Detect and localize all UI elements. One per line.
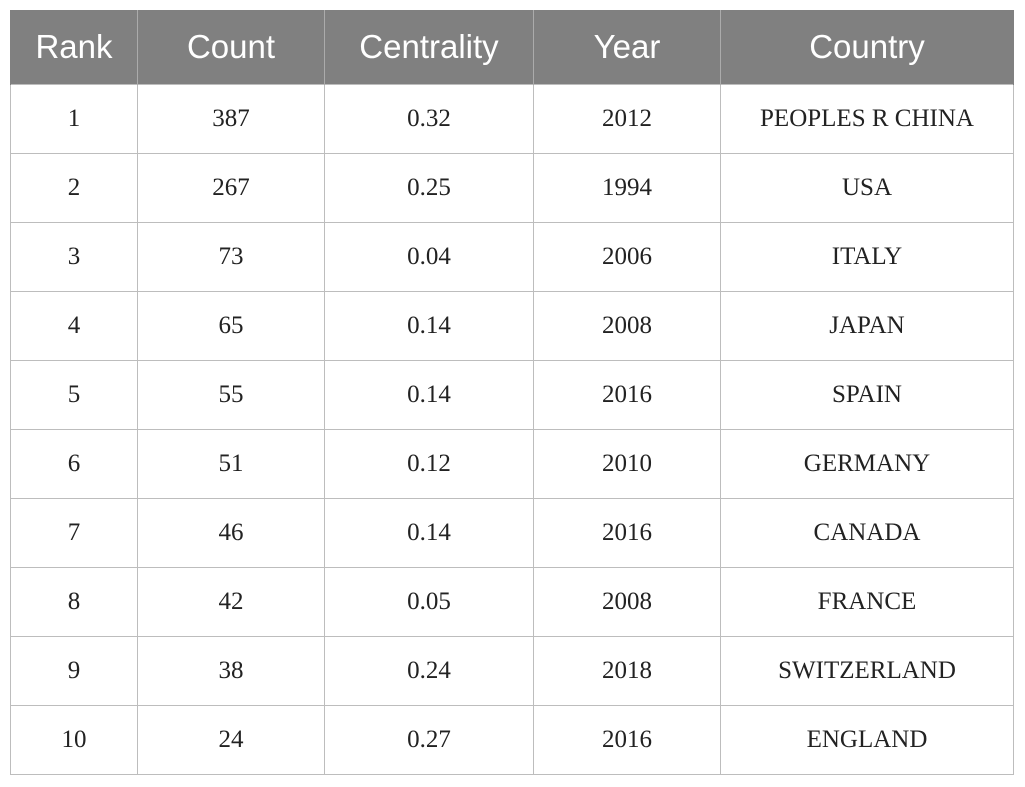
cell-year: 2008 [533,291,721,361]
cell-rank: 4 [10,291,138,361]
country-table-container: Rank Count Centrality Year Country 1 387 0… [10,10,1014,775]
cell-country: PEOPLES R CHINA [720,84,1014,154]
cell-rank: 2 [10,153,138,223]
cell-count: 42 [137,567,325,637]
table-header: Rank Count Centrality Year Country [10,10,1014,85]
cell-year: 2016 [533,360,721,430]
cell-year: 2016 [533,705,721,775]
cell-country: ITALY [720,222,1014,292]
cell-year: 1994 [533,153,721,223]
table-row: 1 387 0.32 2012 PEOPLES R CHINA [10,84,1014,154]
table-row: 2 267 0.25 1994 USA [10,153,1014,223]
cell-rank: 3 [10,222,138,292]
cell-year: 2018 [533,636,721,706]
cell-rank: 6 [10,429,138,499]
cell-country: USA [720,153,1014,223]
cell-count: 55 [137,360,325,430]
cell-country: JAPAN [720,291,1014,361]
cell-year: 2006 [533,222,721,292]
cell-count: 73 [137,222,325,292]
cell-count: 24 [137,705,325,775]
table-row: 10 24 0.27 2016 ENGLAND [10,705,1014,775]
table-row: 9 38 0.24 2018 SWITZERLAND [10,636,1014,706]
table-row: 7 46 0.14 2016 CANADA [10,498,1014,568]
cell-country: ENGLAND [720,705,1014,775]
table-row: 4 65 0.14 2008 JAPAN [10,291,1014,361]
cell-country: CANADA [720,498,1014,568]
header-row: Rank Count Centrality Year Country [10,10,1014,85]
cell-country: SPAIN [720,360,1014,430]
column-header-year: Year [533,10,721,85]
table-row: 5 55 0.14 2016 SPAIN [10,360,1014,430]
cell-count: 46 [137,498,325,568]
cell-country: SWITZERLAND [720,636,1014,706]
table-row: 3 73 0.04 2006 ITALY [10,222,1014,292]
cell-rank: 1 [10,84,138,154]
cell-year: 2012 [533,84,721,154]
cell-country: GERMANY [720,429,1014,499]
cell-rank: 9 [10,636,138,706]
cell-country: FRANCE [720,567,1014,637]
cell-centrality: 0.14 [324,360,534,430]
cell-rank: 10 [10,705,138,775]
cell-year: 2010 [533,429,721,499]
cell-centrality: 0.14 [324,498,534,568]
cell-count: 38 [137,636,325,706]
column-header-centrality: Centrality [324,10,534,85]
country-ranking-table: Rank Count Centrality Year Country 1 387 0… [10,10,1014,775]
cell-count: 267 [137,153,325,223]
cell-centrality: 0.14 [324,291,534,361]
cell-count: 387 [137,84,325,154]
cell-centrality: 0.27 [324,705,534,775]
cell-rank: 5 [10,360,138,430]
table-row: 6 51 0.12 2010 GERMANY [10,429,1014,499]
cell-rank: 7 [10,498,138,568]
cell-centrality: 0.24 [324,636,534,706]
cell-centrality: 0.05 [324,567,534,637]
cell-count: 51 [137,429,325,499]
column-header-country: Country [720,10,1014,85]
cell-centrality: 0.04 [324,222,534,292]
column-header-count: Count [137,10,325,85]
cell-year: 2008 [533,567,721,637]
cell-centrality: 0.25 [324,153,534,223]
table-row: 8 42 0.05 2008 FRANCE [10,567,1014,637]
table-body: 1 387 0.32 2012 PEOPLES R CHINA 2 267 0.25 1994 U… [10,84,1014,775]
column-header-rank: Rank [10,10,138,85]
cell-year: 2016 [533,498,721,568]
cell-centrality: 0.32 [324,84,534,154]
cell-count: 65 [137,291,325,361]
cell-centrality: 0.12 [324,429,534,499]
cell-rank: 8 [10,567,138,637]
